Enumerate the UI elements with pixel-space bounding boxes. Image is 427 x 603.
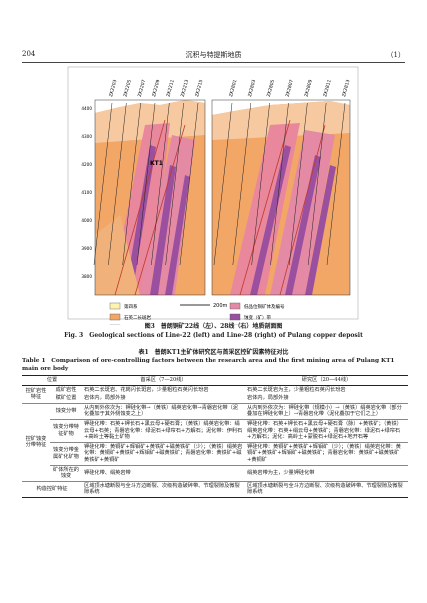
elevation-label: 4100 (81, 190, 92, 195)
table-title-en: Table 1 Comparison of ore-controlling fa… (22, 358, 395, 372)
legend: 第四系石英二长斑岩石英闪长玢岩工业铜矿体及编号低品位铜矿体及编号蚀变（矿）带钻孔… (109, 302, 285, 325)
drill-label: ZK2803 (247, 79, 257, 98)
orebody-label: KT1 (150, 160, 163, 167)
group-cell: 构造控矿特征 (22, 480, 83, 498)
legend-label: 石英二长斑岩 (124, 314, 151, 321)
figure-frame (67, 66, 359, 320)
legend-swatch (109, 302, 121, 310)
drill-hole (108, 102, 127, 266)
drill-label: ZK2207 (137, 79, 147, 98)
section-left (94, 99, 206, 296)
elevation-label: 3800 (81, 274, 92, 279)
drill-label: ZK2801 (228, 79, 238, 98)
drill-hole (179, 102, 199, 266)
drill-label: ZK2805 (266, 79, 276, 98)
drill-hole (122, 102, 141, 266)
legend-label: 蚀变（矿）带 (244, 314, 271, 321)
drill-hole (151, 102, 170, 266)
item-cell: 蚀变分带 (50, 402, 83, 420)
cell: 绢英岩带为主，少量钾硅化带 (245, 464, 409, 482)
comparison-table: 位置 首采区（7—20线） 研究区（20—44线） 控矿岩性特征 成矿岩性 石英… (22, 375, 409, 498)
drill-label: ZK2203 (108, 79, 118, 98)
running-header: 204 沉积与特提斯地质 （1） (22, 50, 405, 63)
section-right (211, 99, 351, 296)
elevation-label: 4200 (81, 162, 92, 167)
drill-hole (270, 102, 289, 266)
cell: 钾硅化带：石英+钾长石+黑云母+硬石膏；（黄铁）绢英岩化带：绢云母+石英；青磐岩… (82, 418, 246, 443)
drill-label: ZK2215 (194, 79, 204, 98)
figure: KT1 200m 第四系石英二长斑岩石英闪长玢岩工业铜矿体及编号低品位铜矿体及编… (67, 66, 359, 325)
group-cell: 控矿岩性特征 (25, 387, 47, 401)
item-cell: 矿体所在的蚀变 (50, 464, 83, 482)
drill-label: ZK2813 (341, 79, 351, 98)
drill-label: ZK2213 (180, 79, 190, 98)
item-cell: 蚀变分带特征矿物 (50, 418, 83, 443)
figure-caption-en: Fig. 3 Geological sections of Line-22 (l… (64, 332, 363, 339)
drill-hole (93, 102, 113, 266)
scale-label: 200m (213, 303, 228, 309)
journal-name: 沉积与特提斯地质 (185, 51, 242, 59)
elevation-label: 4000 (81, 218, 92, 223)
legend-label: 低品位铜矿体及编号 (244, 303, 285, 310)
item-cell: 蚀变分带金属矿化矿物 (50, 441, 83, 466)
legend-swatch (109, 313, 121, 321)
legend-swatch (229, 302, 241, 310)
drill-hole (136, 102, 156, 266)
cell: 石英二长斑岩、花岗闪长斑岩，少量粗粒石英闪长玢岩 (84, 386, 209, 393)
drill-hole (213, 102, 233, 266)
cell: 从内到外依次为：钾硅化带→（黄铁）绢英岩化带→青磐岩化带（泥化叠加于其外侧蚀变之… (82, 402, 246, 420)
drill-hole (165, 102, 184, 266)
drill-hole (251, 102, 270, 266)
cell: 岩体内，局部外接 (247, 395, 289, 402)
item-cell: 赋矿位置 (55, 395, 77, 402)
legend-label: 第四系 (124, 303, 138, 310)
elevation-label: 3900 (81, 246, 92, 251)
cell: 钾硅化带：黄铜矿+辉钼矿+黄铁矿+磁黄铁矿（少）；（黄铁）绢英岩化带：黄铜矿+黄… (82, 441, 246, 466)
item-cell: 成矿岩性 (55, 386, 77, 393)
drill-hole (326, 102, 346, 266)
header-cell: 位置 (22, 375, 83, 386)
drill-label: ZK2811 (322, 79, 332, 98)
cell: 区域顶水塘断裂与全斗方边断裂、次级构造破碎带、节理裂隙及微裂隙系统 (245, 480, 409, 498)
elevation-label: 4300 (81, 134, 92, 139)
page-number: 204 (22, 50, 36, 58)
drill-label: ZK2209 (151, 79, 161, 98)
elevation-label: 4400 (81, 106, 92, 111)
cell: 从内到外依次为：钾硅化带（规模小）→（黄铁）绢英岩化带（部分叠加在钾硅化带上）→… (245, 402, 409, 420)
drill-hole (232, 102, 252, 266)
figure-caption-cn: 图3 普朗铜矿22线（左）、28线（右）地质剖面图 (144, 323, 283, 330)
legend-swatch (229, 313, 241, 321)
header-cell: 首采区（7—20线） (82, 375, 246, 386)
cell: 石英二长斑岩为主，少量粗粒石英闪长玢岩 (247, 386, 346, 393)
drill-label: ZK2807 (285, 79, 295, 98)
header-cell: 研究区（20—44线） (245, 375, 409, 386)
cell: 钾硅化带：石英+钾长石+黑云母+硬石膏（脉）+黄铁矿；（黄铁）绢英岩化带：石英+… (245, 418, 409, 443)
table-title-cn: 表1 普朗KT1主矿体研究区与首采区控矿因素特征对比 (138, 349, 289, 356)
cell: 岩体内，局部外接 (84, 395, 126, 402)
issue: （1） (386, 51, 405, 59)
drill-hole (289, 102, 308, 266)
cell: 区域顶水塘断裂与全斗方边断裂、次级构造破碎带、节理裂隙及微裂隙系统 (82, 480, 246, 498)
drill-label: ZK2211 (165, 79, 175, 98)
group-cell: 控矿蚀变分带特征 (22, 402, 50, 482)
cell: 钾硅化带：黄铜矿+黄铁矿+辉钼矿（少）；（黄铁）绢英岩化带：黄铜矿+黄铁矿+辉钼… (245, 441, 409, 466)
cell: 钾硅化带、绢英岩带 (82, 464, 246, 482)
drill-label: ZK2205 (122, 79, 132, 98)
drill-label: ZK2809 (303, 79, 313, 98)
drill-hole (307, 102, 327, 266)
